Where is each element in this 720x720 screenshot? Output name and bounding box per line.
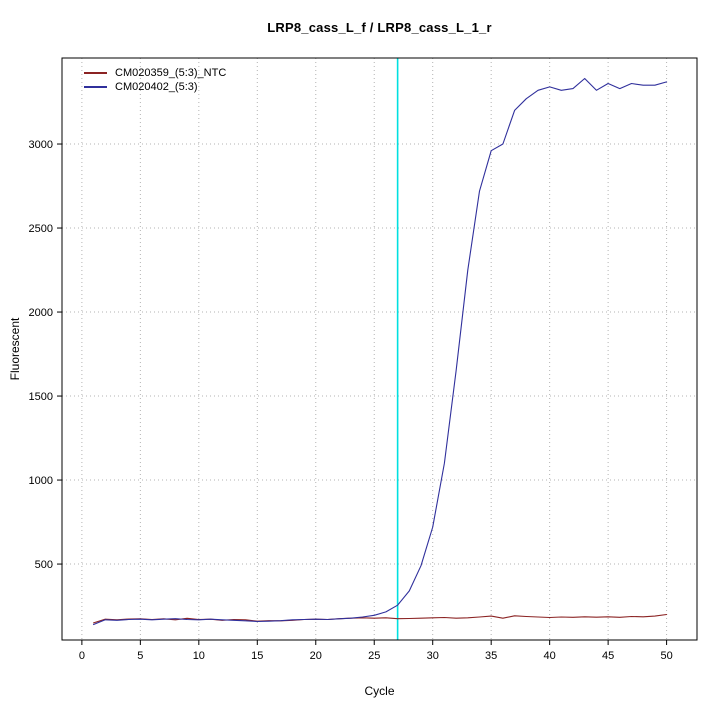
x-axis-label: Cycle: [364, 684, 395, 698]
legend: CM020359_(5:3)_NTC CM020402_(5:3): [84, 66, 226, 94]
svg-text:0: 0: [79, 650, 85, 662]
legend-line-sample-ntc: [84, 72, 107, 74]
svg-text:45: 45: [602, 650, 614, 662]
chart-title: LRP8_cass_L_f / LRP8_cass_L_1_r: [267, 20, 492, 35]
svg-text:10: 10: [193, 650, 205, 662]
svg-text:3000: 3000: [29, 139, 53, 151]
svg-text:1500: 1500: [29, 391, 53, 403]
svg-text:15: 15: [251, 650, 263, 662]
svg-text:50: 50: [660, 650, 672, 662]
svg-text:20: 20: [310, 650, 322, 662]
svg-text:5: 5: [137, 650, 143, 662]
svg-text:25: 25: [368, 650, 380, 662]
svg-text:2500: 2500: [29, 223, 53, 235]
svg-text:1000: 1000: [29, 475, 53, 487]
legend-line-sample-sample: [84, 86, 107, 88]
svg-text:35: 35: [485, 650, 497, 662]
legend-item-sample: CM020402_(5:3): [84, 80, 226, 94]
legend-item-ntc: CM020359_(5:3)_NTC: [84, 66, 226, 80]
legend-label-sample: CM020402_(5:3): [115, 81, 198, 93]
svg-text:500: 500: [35, 559, 53, 571]
legend-label-ntc: CM020359_(5:3)_NTC: [115, 67, 227, 79]
svg-text:2000: 2000: [29, 307, 53, 319]
svg-text:40: 40: [544, 650, 556, 662]
svg-text:30: 30: [427, 650, 439, 662]
y-axis-label: Fluorescent: [8, 317, 22, 381]
